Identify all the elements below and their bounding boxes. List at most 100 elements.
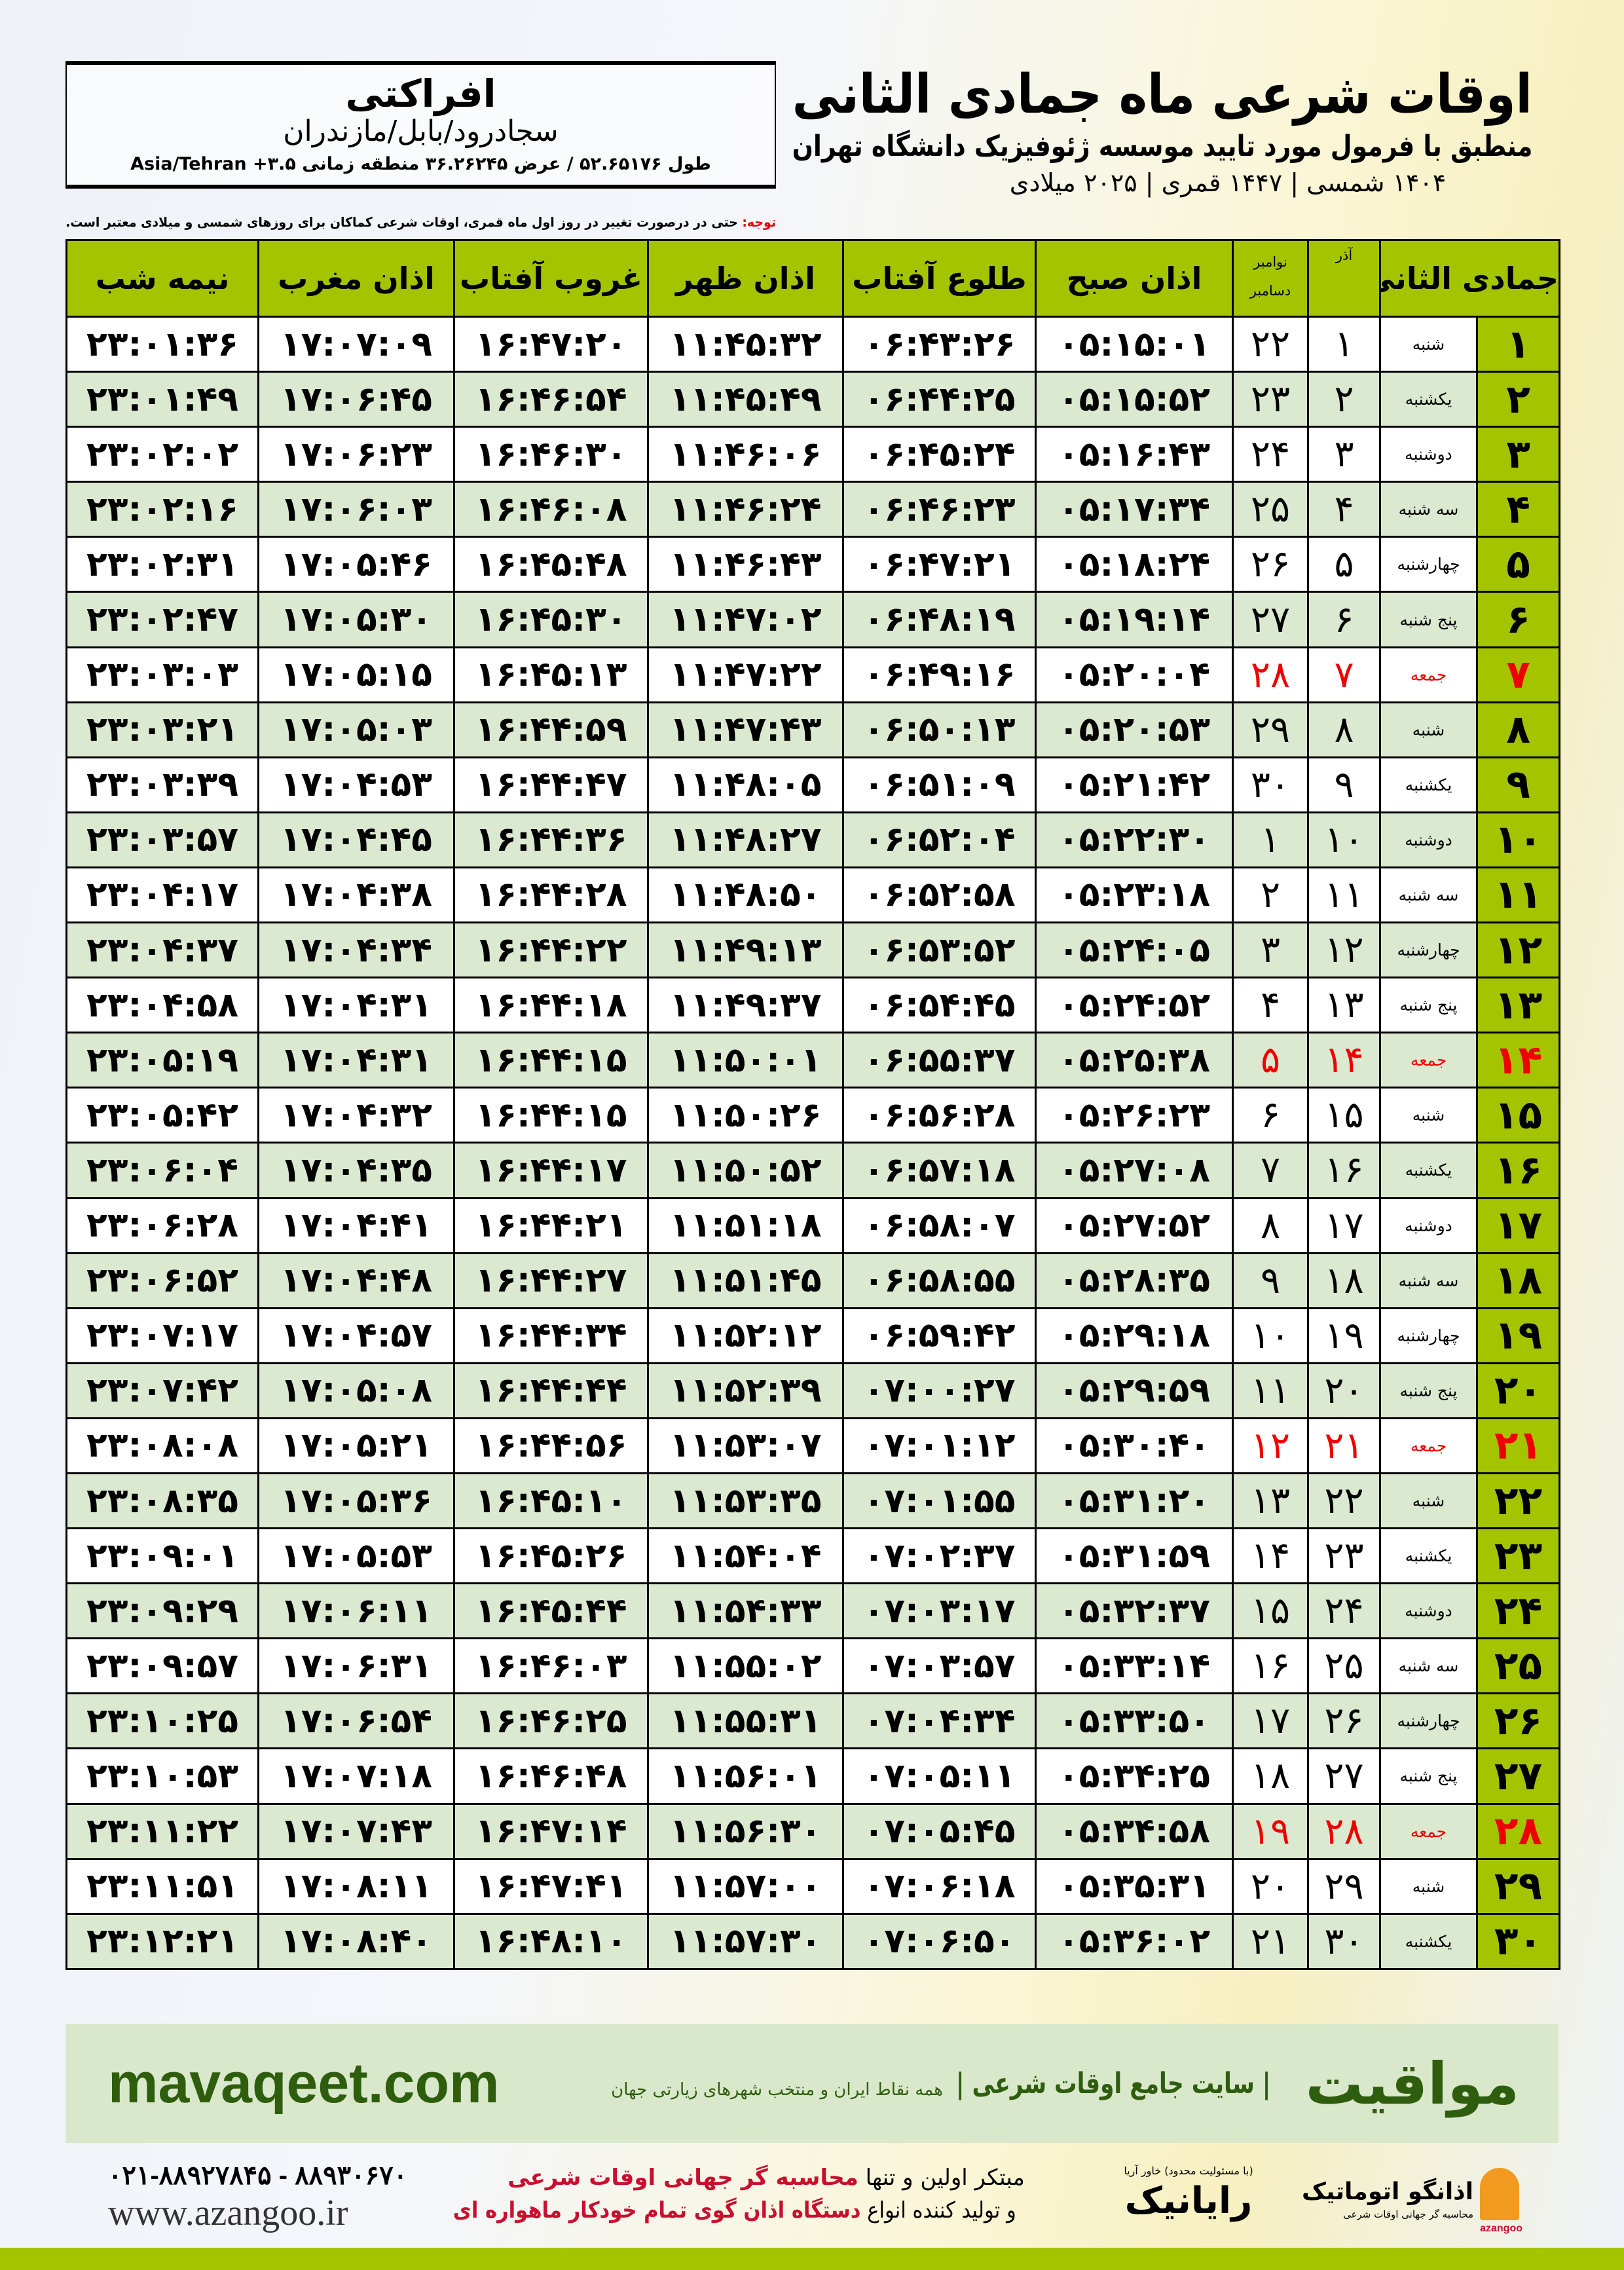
fajr: ۰۵:۲۱:۴۲: [1035, 756, 1234, 813]
maghrib: ۱۷:۰۴:۳۸: [257, 866, 455, 924]
day-number: ۲۵: [1476, 1637, 1561, 1695]
sunrise: ۰۶:۵۲:۰۴: [842, 811, 1037, 868]
weekday: پنج شنبه: [1378, 1747, 1479, 1805]
weekday: یکشنبه: [1378, 1142, 1479, 1199]
bottom-bar: [0, 2248, 1624, 2270]
header-sunset: غروب آفتاب: [453, 239, 649, 318]
header-azar: آذر: [1307, 239, 1381, 318]
midnight: ۲۳:۱۱:۵۱: [65, 1857, 259, 1915]
sunset: ۱۶:۴۴:۴۷: [453, 756, 649, 813]
table-row: ۲۸ جمعه ۲۸ ۱۹ ۰۵:۳۴:۵۸ ۰۷:۰۵:۴۵ ۱۱:۵۶:۳۰ ۱۶:۴۷:…: [65, 1802, 1561, 1860]
azar-day: ۱۹: [1307, 1307, 1381, 1364]
page-title: اوقات شرعی ماه جمادی الثانی: [792, 64, 1532, 126]
azangoo-link[interactable]: www.azangoo.ir: [108, 2193, 348, 2233]
sunset: ۱۶:۴۴:۱۵: [453, 1032, 649, 1089]
azar-day: ۴: [1307, 481, 1381, 538]
note-label: توجه:: [742, 214, 776, 230]
midnight: ۲۳:۰۴:۳۷: [65, 921, 259, 979]
note-text: حتی در درصورت تغییر در روز اول ماه قمری،…: [65, 214, 743, 230]
table-row: ۵ چهارشنبه ۵ ۲۶ ۰۵:۱۸:۲۴ ۰۶:۴۷:۲۱ ۱۱:۴۶:۴۳ ۱۶:۴…: [65, 536, 1561, 593]
midnight: ۲۳:۰۴:۱۷: [65, 866, 259, 924]
midnight: ۲۳:۰۶:۵۲: [65, 1252, 259, 1309]
gregorian-day: ۹: [1232, 1252, 1309, 1309]
azar-day: ۲۰: [1307, 1362, 1381, 1419]
table-row: ۲۹ شنبه ۲۹ ۲۰ ۰۵:۳۵:۳۱ ۰۷:۰۶:۱۸ ۱۱:۵۷:۰۰ ۱۶:۴۷:…: [65, 1857, 1561, 1915]
day-number: ۱۱: [1476, 866, 1561, 924]
table-row: ۲۶ چهارشنبه ۲۶ ۱۷ ۰۵:۳۳:۵۰ ۰۷:۰۴:۳۴ ۱۱:۵۵:۳۱ ۱۶…: [65, 1692, 1561, 1750]
dhuhr: ۱۱:۵۰:۵۲: [647, 1142, 844, 1199]
sunset: ۱۶:۴۴:۱۸: [453, 977, 649, 1034]
fajr: ۰۵:۲۰:۰۴: [1035, 646, 1234, 703]
midnight: ۲۳:۰۳:۲۱: [65, 701, 259, 758]
midnight: ۲۳:۰۹:۲۹: [65, 1582, 259, 1640]
fajr: ۰۵:۲۹:۵۹: [1035, 1362, 1234, 1419]
maghrib: ۱۷:۰۵:۲۱: [257, 1417, 455, 1474]
sunset: ۱۶:۴۵:۴۸: [453, 536, 649, 593]
maghrib: ۱۷:۰۶:۴۵: [257, 371, 455, 428]
dhuhr: ۱۱:۵۰:۲۶: [647, 1087, 844, 1144]
azar-day: ۲۸: [1307, 1802, 1381, 1860]
table-row: ۹ یکشنبه ۹ ۳۰ ۰۵:۲۱:۴۲ ۰۶:۵۱:۰۹ ۱۱:۴۸:۰۵ ۱۶:۴۴:…: [65, 756, 1561, 813]
fajr: ۰۵:۱۶:۴۳: [1035, 426, 1234, 483]
day-number: ۱۶: [1476, 1142, 1561, 1199]
fajr: ۰۵:۱۹:۱۴: [1035, 591, 1234, 648]
maghrib: ۱۷:۰۸:۴۰: [257, 1912, 455, 1970]
sunset: ۱۶:۴۶:۰۸: [453, 481, 649, 538]
table-row: ۳ دوشنبه ۳ ۲۴ ۰۵:۱۶:۴۳ ۰۶:۴۵:۲۴ ۱۱:۴۶:۰۶ ۱۶:۴۶:…: [65, 426, 1561, 483]
fajr: ۰۵:۱۵:۵۲: [1035, 371, 1234, 428]
maghrib: ۱۷:۰۴:۴۵: [257, 811, 455, 868]
day-number: ۲۰: [1476, 1362, 1561, 1419]
table-row: ۲۲ شنبه ۲۲ ۱۳ ۰۵:۳۱:۲۰ ۰۷:۰۱:۵۵ ۱۱:۵۳:۳۵ ۱۶:۴۵:…: [65, 1472, 1561, 1530]
table-row: ۷ جمعه ۷ ۲۸ ۰۵:۲۰:۰۴ ۰۶:۴۹:۱۶ ۱۱:۴۷:۲۲ ۱۶:۴۵:۱۳…: [65, 646, 1561, 703]
day-number: ۲۶: [1476, 1692, 1561, 1750]
table-row: ۱۷ دوشنبه ۱۷ ۸ ۰۵:۲۷:۵۲ ۰۶:۵۸:۰۷ ۱۱:۵۱:۱۸ ۱۶:۴۴…: [65, 1197, 1561, 1254]
rayanik-logo: (با مسئولیت محدود) خاور آریا رایانیک: [1113, 2164, 1264, 2224]
fajr: ۰۵:۲۰:۵۳: [1035, 701, 1234, 758]
dhuhr: ۱۱:۴۹:۳۷: [647, 977, 844, 1034]
gregorian-day: ۲: [1232, 866, 1309, 924]
dhuhr: ۱۱:۵۲:۱۲: [647, 1307, 844, 1364]
phone-numbers: ۰۲۱-۸۸۹۲۷۸۴۵ - ۸۸۹۳۰۶۷۰: [108, 2161, 408, 2190]
maghrib: ۱۷:۰۵:۱۵: [257, 646, 455, 703]
day-number: ۷: [1476, 646, 1561, 703]
weekday: شنبه: [1378, 1087, 1479, 1144]
prayer-times-table: جمادی الثانی آذر نوامبر دسامبر اذان صبح …: [65, 239, 1561, 1970]
table-row: ۶ پنج شنبه ۶ ۲۷ ۰۵:۱۹:۱۴ ۰۶:۴۸:۱۹ ۱۱:۴۷:۰۲ ۱۶:۴…: [65, 591, 1561, 648]
maghrib: ۱۷:۰۶:۲۳: [257, 426, 455, 483]
maghrib: ۱۷:۰۴:۵۳: [257, 756, 455, 813]
azar-day: ۱۳: [1307, 977, 1381, 1034]
azar-day: ۲: [1307, 371, 1381, 428]
sunset: ۱۶:۴۶:۳۰: [453, 426, 649, 483]
sunrise: ۰۷:۰۵:۴۵: [842, 1802, 1037, 1860]
table-row: ۲ یکشنبه ۲ ۲۳ ۰۵:۱۵:۵۲ ۰۶:۴۴:۲۵ ۱۱:۴۵:۴۹ ۱۶:۴۶:…: [65, 371, 1561, 428]
sunrise: ۰۶:۵۸:۰۷: [842, 1197, 1037, 1254]
midnight: ۲۳:۰۶:۲۸: [65, 1197, 259, 1254]
fajr: ۰۵:۳۳:۵۰: [1035, 1692, 1234, 1750]
sunrise: ۰۶:۵۹:۴۲: [842, 1307, 1037, 1364]
table-row: ۱۳ پنج شنبه ۱۳ ۴ ۰۵:۲۴:۵۲ ۰۶:۵۴:۴۵ ۱۱:۴۹:۳۷ ۱۶:…: [65, 977, 1561, 1034]
table-row: ۲۱ جمعه ۲۱ ۱۲ ۰۵:۳۰:۴۰ ۰۷:۰۱:۱۲ ۱۱:۵۳:۰۷ ۱۶:۴۴:…: [65, 1417, 1561, 1474]
fajr: ۰۵:۲۵:۳۸: [1035, 1032, 1234, 1089]
weekday: شنبه: [1378, 1472, 1479, 1530]
mavaqeet-link[interactable]: mavaqeet.com: [108, 2051, 500, 2115]
azar-day: ۸: [1307, 701, 1381, 758]
sunrise: ۰۶:۴۴:۲۵: [842, 371, 1037, 428]
sunrise: ۰۶:۵۵:۳۷: [842, 1032, 1037, 1089]
azar-day: ۲۲: [1307, 1472, 1381, 1530]
sunset: ۱۶:۴۷:۲۰: [453, 315, 649, 373]
sunset: ۱۶:۴۵:۳۰: [453, 591, 649, 648]
rayanik-name: رایانیک: [1124, 2180, 1253, 2222]
sunset: ۱۶:۴۴:۵۹: [453, 701, 649, 758]
dhuhr: ۱۱:۴۸:۲۷: [647, 811, 844, 868]
weekday: چهارشنبه: [1378, 921, 1479, 979]
gregorian-day: ۲۳: [1232, 371, 1309, 428]
weekday: سه شنبه: [1378, 481, 1479, 538]
gregorian-day: ۱۴: [1232, 1527, 1309, 1585]
weekday: یکشنبه: [1378, 371, 1479, 428]
sunset: ۱۶:۴۶:۲۵: [453, 1692, 649, 1750]
table-row: ۲۷ پنج شنبه ۲۷ ۱۸ ۰۵:۳۴:۲۵ ۰۷:۰۵:۱۱ ۱۱:۵۶:۰۱ ۱۶…: [65, 1747, 1561, 1805]
azar-day: ۲۷: [1307, 1747, 1381, 1805]
sunset: ۱۶:۴۵:۱۰: [453, 1472, 649, 1530]
table-row: ۱۱ سه شنبه ۱۱ ۲ ۰۵:۲۳:۱۸ ۰۶:۵۲:۵۸ ۱۱:۴۸:۵۰ ۱۶:۴…: [65, 866, 1561, 924]
header-row: جمادی الثانی آذر نوامبر دسامبر اذان صبح …: [65, 239, 1561, 318]
